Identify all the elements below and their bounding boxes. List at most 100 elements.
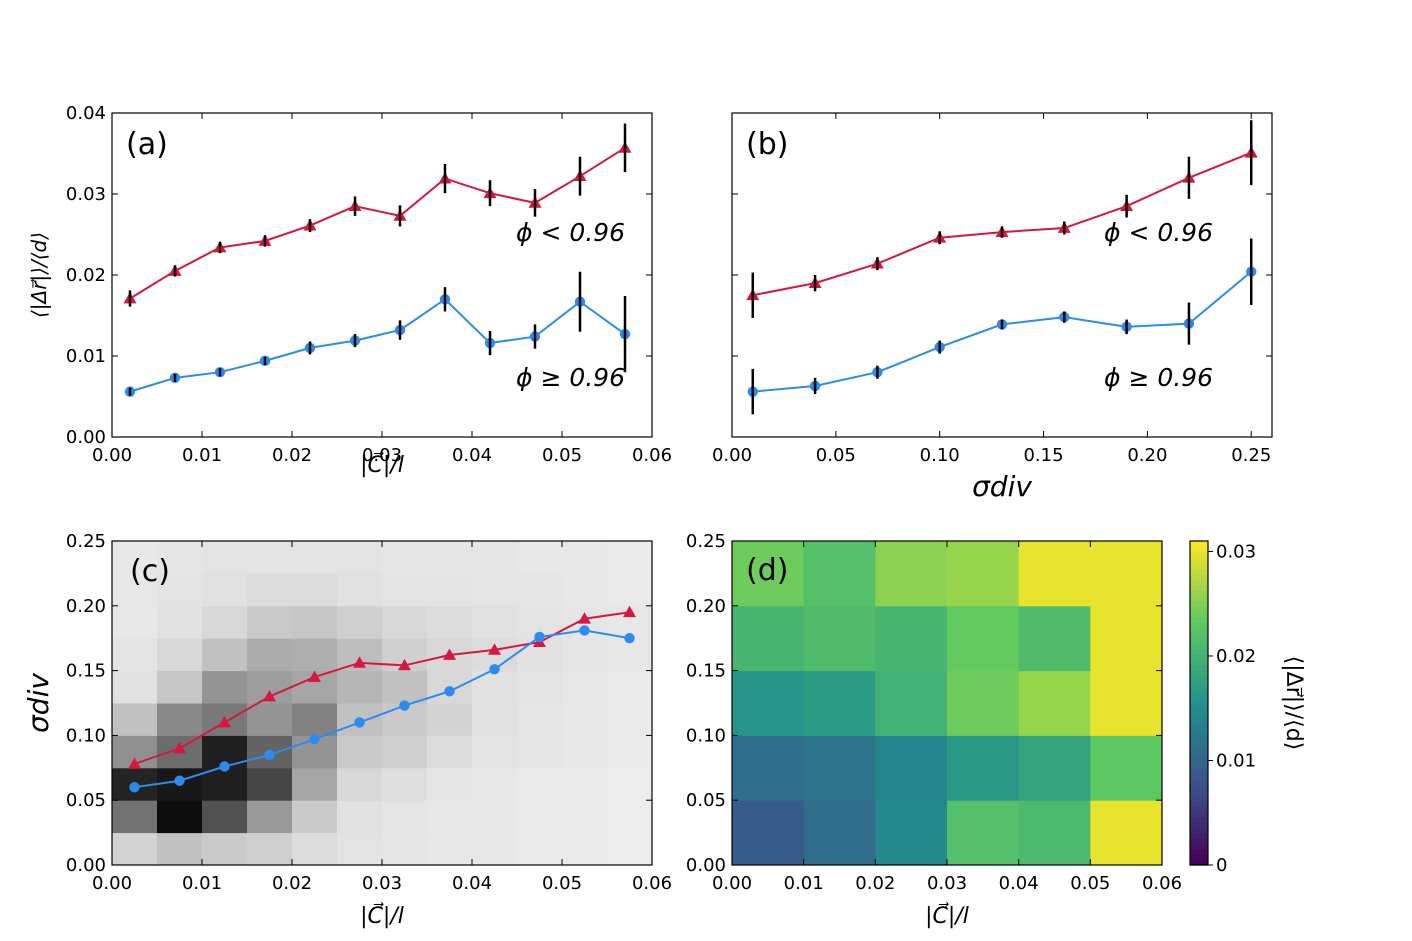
data-point — [623, 605, 636, 618]
colorbar-segment — [1190, 778, 1208, 785]
heatmap-cell — [337, 605, 383, 639]
heatmap-cell — [562, 638, 608, 672]
heatmap-cell — [337, 800, 383, 834]
data-point — [353, 656, 366, 668]
colorbar-segment — [1190, 854, 1208, 861]
y-tick-label: 0.00 — [686, 855, 726, 876]
heatmap-cell — [607, 573, 653, 607]
heatmap-cell — [202, 605, 248, 639]
heatmap-cell — [517, 735, 563, 769]
heatmap-cell — [427, 541, 473, 574]
panel-label: (a) — [126, 127, 168, 162]
colorbar-segment — [1190, 713, 1208, 720]
heatmap-cell — [517, 573, 563, 607]
colorbar-segment — [1190, 703, 1208, 709]
heatmap-cell — [292, 573, 338, 607]
heatmap-cell — [732, 800, 805, 866]
heatmap-cell — [1090, 670, 1163, 736]
colorbar-segment — [1190, 649, 1208, 655]
heatmap-cell — [562, 573, 608, 607]
heatmap-cell — [517, 767, 563, 801]
y-tick-label: 0.00 — [66, 427, 106, 448]
heatmap-cell — [427, 703, 473, 736]
heatmap-cell — [382, 800, 428, 834]
colorbar-segment — [1190, 773, 1208, 780]
heatmap-cell — [1090, 735, 1163, 801]
data-point — [398, 658, 411, 671]
data-point — [128, 757, 141, 769]
heatmap-cell — [1090, 541, 1163, 607]
heatmap-cell — [292, 800, 338, 834]
colorbar-segment — [1190, 724, 1208, 731]
heatmap-cell — [875, 605, 948, 672]
heatmap-cell — [562, 800, 608, 834]
heatmap-cell — [472, 735, 518, 769]
y-tick-label: 0.10 — [66, 725, 106, 746]
heatmap-cell — [517, 800, 563, 834]
colorbar-segment — [1190, 686, 1208, 693]
colorbar-segment — [1190, 751, 1208, 758]
heatmap-cell — [157, 832, 203, 866]
x-tick-label: 0.01 — [784, 873, 824, 894]
data-point — [578, 612, 591, 624]
y-axis-label: σdiv — [22, 673, 55, 733]
heatmap-cell — [732, 605, 805, 672]
data-point — [173, 741, 186, 754]
colorbar-segment — [1190, 762, 1208, 769]
heatmap-cell — [427, 573, 473, 607]
x-tick-label: 0.03 — [927, 873, 967, 894]
x-tick-label: 0.00 — [92, 445, 132, 466]
y-tick-label: 0.03 — [66, 184, 106, 205]
heatmap-cell — [947, 800, 1020, 866]
heatmap-cell — [292, 832, 338, 866]
heatmap-cell — [607, 735, 653, 769]
heatmap-cell — [202, 832, 248, 866]
heatmap-cell — [112, 573, 158, 607]
heatmap-cell — [803, 541, 876, 607]
colorbar-segment — [1190, 676, 1208, 682]
data-point — [354, 717, 365, 728]
colorbar-segment — [1190, 794, 1208, 801]
heatmap-cell — [875, 670, 948, 736]
colorbar-segment — [1190, 611, 1208, 618]
heatmap-cell — [202, 638, 248, 672]
colorbar-segment — [1190, 708, 1208, 715]
heatmap-cell — [562, 670, 608, 704]
colorbar-segment — [1190, 859, 1208, 866]
heatmap-cell — [875, 735, 948, 801]
heatmap-cell — [607, 638, 653, 672]
colorbar-segment — [1190, 789, 1208, 796]
data-point — [443, 648, 456, 660]
heatmap-cell — [202, 670, 248, 704]
colorbar-segment — [1190, 719, 1208, 726]
heatmap-cell — [517, 832, 563, 866]
data-point — [309, 734, 320, 745]
heatmap-cell — [247, 573, 293, 607]
heatmap-cell — [112, 605, 158, 639]
heatmap-cell — [157, 541, 203, 574]
colorbar-segment — [1190, 697, 1208, 704]
y-tick-label: 0.04 — [66, 103, 106, 124]
colorbar-segment — [1190, 557, 1208, 564]
data-point — [264, 749, 275, 761]
heatmap-cell — [112, 541, 158, 574]
heatmap-cell — [1090, 605, 1163, 672]
heatmap-cell — [875, 800, 948, 866]
heatmap-cell — [1018, 800, 1091, 866]
x-tick-label: 0.06 — [1142, 873, 1182, 894]
heatmap-cell — [382, 832, 428, 866]
heatmap-cell — [157, 670, 203, 704]
heatmap-cell — [732, 541, 805, 607]
heatmap-cell — [472, 800, 518, 834]
colorbar-segment — [1190, 589, 1208, 596]
heatmap-cell — [382, 767, 428, 801]
heatmap-cell — [562, 767, 608, 801]
colorbar-segment — [1190, 627, 1208, 634]
heatmap-cell — [292, 703, 338, 736]
colorbar-segment — [1190, 622, 1208, 628]
heatmap-cell — [292, 638, 338, 672]
heatmap-cell — [1018, 735, 1091, 801]
colorbar-segment — [1190, 654, 1208, 661]
data-point — [399, 700, 410, 711]
colorbar-label: ⟨|Δr⃗|⟩/⟨d⟩ — [1281, 656, 1306, 751]
